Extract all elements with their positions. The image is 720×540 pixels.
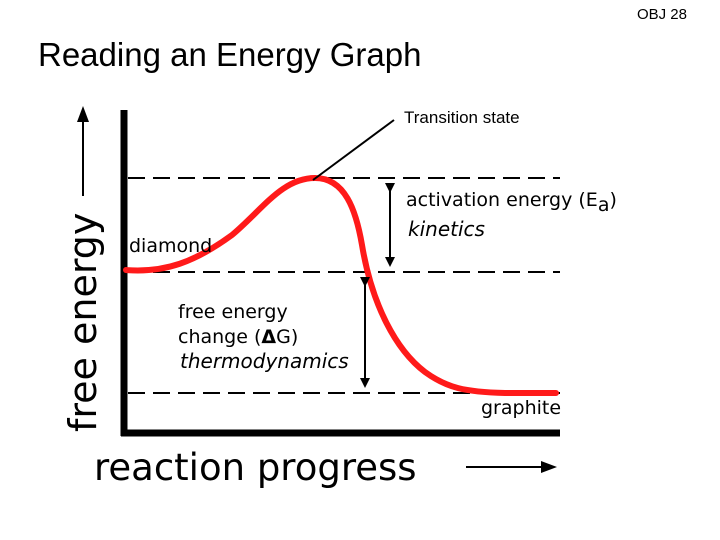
activation-energy-subscript: a bbox=[598, 194, 610, 216]
page-title: Reading an Energy Graph bbox=[38, 36, 422, 73]
y-axis-label: free energy bbox=[61, 213, 105, 432]
y-axis-arrow-icon bbox=[77, 106, 89, 122]
x-axis-label: reaction progress bbox=[94, 446, 417, 489]
delta-g-label-line2: change (ΔG) bbox=[178, 326, 298, 348]
objective-label: OBJ 28 bbox=[636, 6, 687, 23]
diamond-label: diamond bbox=[129, 235, 212, 257]
transition-state-label: Transition state bbox=[404, 108, 520, 127]
x-axis-arrow-icon bbox=[541, 461, 557, 473]
activation-energy-label-prefix: activation energy (E bbox=[406, 189, 598, 211]
thermodynamics-label: thermodynamics bbox=[180, 349, 349, 373]
kinetics-label: kinetics bbox=[408, 217, 485, 241]
delta-g-label-suffix: G) bbox=[276, 326, 298, 348]
graphite-label: graphite bbox=[481, 397, 561, 419]
activation-energy-label-suffix: ) bbox=[609, 189, 616, 211]
energy-curve bbox=[123, 175, 559, 396]
delta-g-label-line1: free energy bbox=[178, 301, 288, 323]
delta-symbol: Δ bbox=[261, 326, 276, 348]
activation-energy-label: activation energy (Ea) bbox=[406, 189, 617, 216]
delta-g-label-prefix: change ( bbox=[178, 326, 261, 348]
transition-state-pointer bbox=[312, 119, 395, 181]
